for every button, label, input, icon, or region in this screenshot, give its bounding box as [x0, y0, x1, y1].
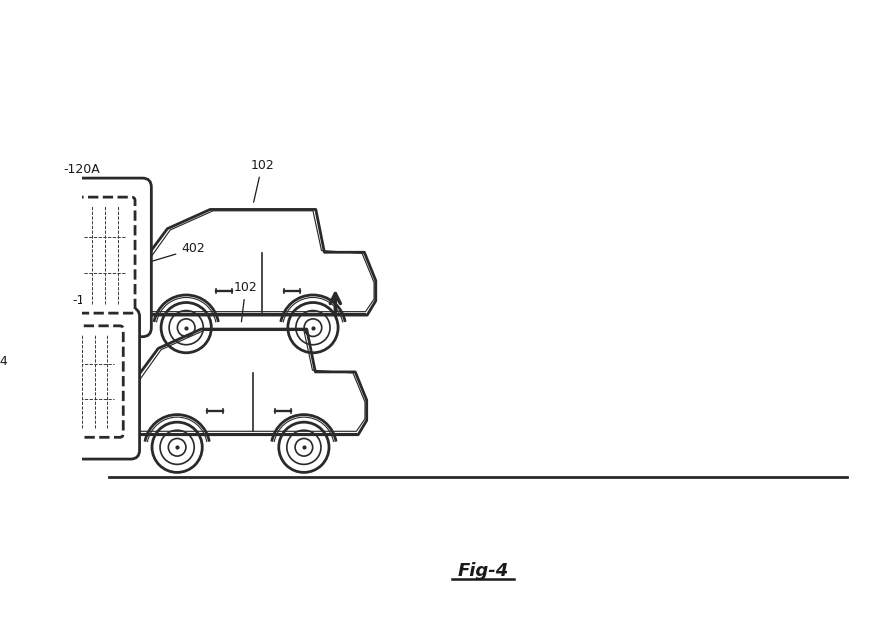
Text: Fig-4: Fig-4 — [457, 562, 509, 579]
Text: 102: 102 — [250, 159, 274, 202]
Text: 402: 402 — [138, 242, 205, 265]
Text: 402: 402 — [0, 628, 1, 629]
Circle shape — [152, 422, 202, 472]
Text: -120A: -120A — [73, 294, 121, 337]
Circle shape — [288, 303, 338, 353]
FancyBboxPatch shape — [0, 322, 72, 486]
FancyBboxPatch shape — [50, 308, 140, 459]
FancyBboxPatch shape — [0, 328, 55, 466]
FancyBboxPatch shape — [66, 326, 123, 437]
Text: -120A: -120A — [64, 163, 130, 216]
Circle shape — [279, 422, 329, 472]
FancyBboxPatch shape — [75, 197, 135, 313]
Text: 102: 102 — [234, 281, 258, 322]
Circle shape — [161, 303, 212, 353]
FancyBboxPatch shape — [58, 178, 152, 337]
Text: 404: 404 — [0, 355, 8, 368]
